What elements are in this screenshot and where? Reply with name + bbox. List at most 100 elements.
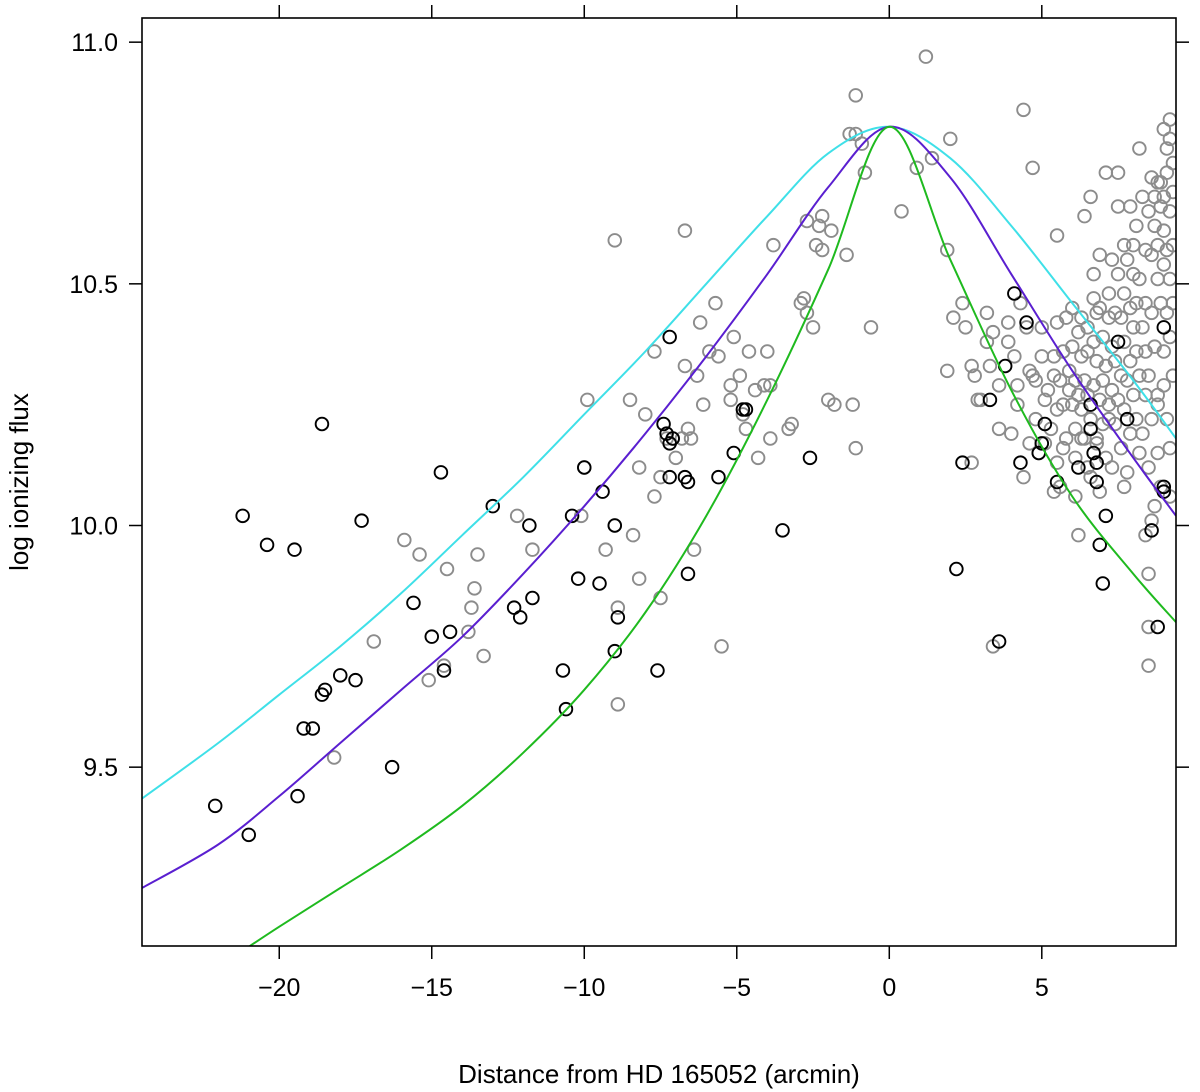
gray-data-point	[824, 223, 839, 238]
black-data-point	[287, 542, 302, 557]
y-tick-label: 9.5	[83, 754, 118, 782]
gray-data-point	[1037, 392, 1053, 408]
gray-data-point	[1010, 397, 1025, 412]
gray-data-point	[723, 378, 738, 393]
black-data-point	[290, 788, 305, 804]
gray-data-point	[848, 440, 863, 456]
gray-data-point	[1016, 102, 1031, 118]
black-data-point	[1110, 334, 1126, 350]
black-data-point	[610, 610, 626, 625]
x-tick-label: −5	[723, 974, 752, 1002]
gray-data-point	[1156, 223, 1172, 238]
black-data-point	[406, 595, 421, 611]
gray-data-point	[598, 542, 613, 557]
gray-data-point	[1165, 295, 1176, 311]
plot-frame	[141, 17, 1177, 947]
gray-data-point	[811, 218, 827, 234]
black-data-point	[738, 402, 754, 417]
gray-data-point	[760, 344, 775, 359]
gray-data-point	[750, 450, 766, 466]
black-data-point	[680, 474, 696, 490]
black-data-point	[1095, 576, 1111, 591]
black-data-point	[555, 663, 571, 678]
gray-data-point	[1129, 411, 1144, 427]
gray-data-point	[525, 542, 540, 557]
black-data-point	[512, 610, 528, 625]
gray-data-point	[668, 450, 684, 466]
black-data-point	[384, 759, 400, 775]
gray-data-point	[1165, 368, 1176, 383]
gray-data-point	[845, 397, 860, 412]
gray-data-point	[647, 344, 662, 359]
gray-data-point	[461, 624, 476, 640]
gray-data-point	[1135, 189, 1150, 205]
gray-data-point	[631, 460, 647, 475]
y-tick-label: 10.5	[69, 271, 118, 299]
gray-data-point	[1052, 373, 1068, 388]
gray-data-point	[1004, 426, 1019, 441]
black-data-point	[333, 668, 348, 683]
gray-data-point	[1110, 165, 1126, 180]
green-model-curve	[248, 125, 1176, 946]
gray-data-point	[1162, 271, 1176, 287]
gray-data-point	[1104, 460, 1120, 475]
gray-data-point	[1000, 334, 1016, 350]
gray-data-point	[1126, 320, 1141, 335]
gray-data-point	[1068, 450, 1083, 466]
gray-data-point	[1141, 566, 1156, 582]
black-data-point	[662, 469, 677, 485]
gray-data-point	[421, 672, 436, 688]
gray-data-point	[683, 431, 699, 446]
x-tick-label: 0	[882, 974, 896, 1002]
gray-data-point	[1129, 344, 1144, 359]
black-data-point	[1150, 619, 1165, 635]
gray-data-point	[842, 126, 857, 142]
black-data-point	[656, 416, 671, 432]
black-data-point	[1144, 523, 1159, 538]
gray-data-point	[723, 392, 738, 408]
gray-data-point	[436, 658, 452, 673]
gray-data-point	[680, 421, 696, 437]
gray-data-point	[1119, 465, 1135, 480]
gray-data-point	[1040, 382, 1056, 398]
gray-data-point	[955, 295, 970, 311]
gray-data-point	[839, 247, 854, 263]
gray-data-point	[467, 581, 482, 596]
gray-data-point	[439, 561, 455, 577]
black-data-point	[558, 701, 574, 717]
gray-data-point	[1119, 252, 1135, 267]
black-data-point	[680, 566, 696, 582]
gray-data-point	[1165, 155, 1176, 171]
gray-data-point	[763, 431, 778, 446]
gray-data-point	[692, 315, 708, 330]
gray-point-series	[326, 49, 1176, 765]
gray-data-point	[580, 392, 595, 408]
gray-data-point	[1162, 204, 1176, 219]
gray-data-point	[625, 527, 641, 543]
black-data-point	[1019, 315, 1034, 330]
black-data-point	[595, 484, 610, 499]
y-tick-label: 10.0	[69, 513, 118, 541]
gray-data-point	[982, 358, 998, 374]
gray-data-point	[1126, 387, 1141, 403]
black-data-point	[592, 576, 607, 591]
gray-data-point	[1086, 266, 1101, 282]
gray-data-point	[1135, 426, 1150, 441]
gray-data-point	[509, 508, 525, 524]
gray-data-point	[647, 489, 662, 504]
gray-data-point	[741, 344, 757, 359]
gray-data-point	[1055, 397, 1071, 412]
gray-data-point	[1101, 411, 1117, 427]
gray-data-point	[943, 131, 958, 147]
gray-data-point	[1092, 247, 1107, 263]
black-data-point	[564, 508, 580, 524]
black-data-point	[259, 537, 275, 553]
gray-data-point	[366, 634, 382, 649]
black-data-point	[577, 460, 592, 475]
gray-data-point	[631, 571, 647, 586]
gray-data-point	[653, 469, 668, 485]
gray-data-point	[796, 291, 812, 306]
gray-data-point	[909, 160, 924, 176]
x-tick-label: −15	[411, 974, 453, 1002]
